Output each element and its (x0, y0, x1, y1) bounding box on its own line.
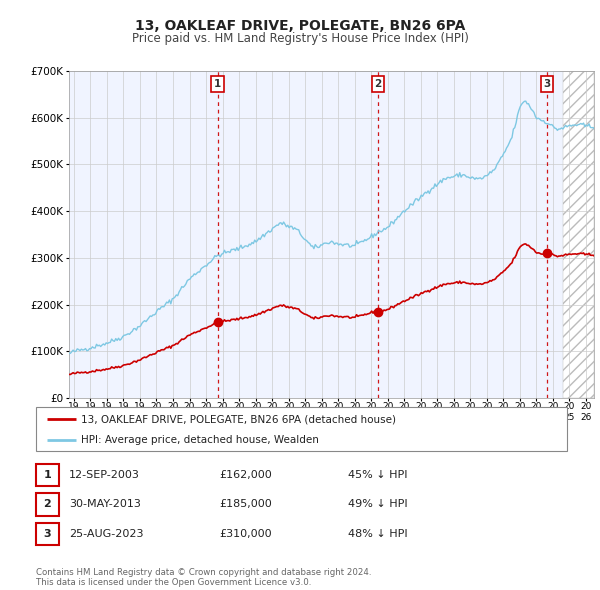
Text: 1: 1 (44, 470, 51, 480)
Text: 13, OAKLEAF DRIVE, POLEGATE, BN26 6PA: 13, OAKLEAF DRIVE, POLEGATE, BN26 6PA (135, 19, 465, 33)
Text: 49% ↓ HPI: 49% ↓ HPI (348, 500, 407, 509)
Text: HPI: Average price, detached house, Wealden: HPI: Average price, detached house, Weal… (81, 435, 319, 445)
Text: £162,000: £162,000 (219, 470, 272, 480)
Text: Price paid vs. HM Land Registry's House Price Index (HPI): Price paid vs. HM Land Registry's House … (131, 32, 469, 45)
Bar (563, 71, 594, 398)
Text: 13, OAKLEAF DRIVE, POLEGATE, BN26 6PA (detached house): 13, OAKLEAF DRIVE, POLEGATE, BN26 6PA (d… (81, 415, 396, 424)
Text: 12-SEP-2003: 12-SEP-2003 (69, 470, 140, 480)
Text: 1: 1 (214, 79, 221, 89)
Text: 2: 2 (44, 500, 51, 509)
Text: 3: 3 (44, 529, 51, 539)
Text: £185,000: £185,000 (219, 500, 272, 509)
Text: 30-MAY-2013: 30-MAY-2013 (69, 500, 141, 509)
Text: 45% ↓ HPI: 45% ↓ HPI (348, 470, 407, 480)
Text: £310,000: £310,000 (219, 529, 272, 539)
Text: 48% ↓ HPI: 48% ↓ HPI (348, 529, 407, 539)
Text: 25-AUG-2023: 25-AUG-2023 (69, 529, 143, 539)
Text: 3: 3 (544, 79, 551, 89)
Text: Contains HM Land Registry data © Crown copyright and database right 2024.
This d: Contains HM Land Registry data © Crown c… (36, 568, 371, 587)
FancyBboxPatch shape (36, 407, 567, 451)
Text: 2: 2 (374, 79, 382, 89)
